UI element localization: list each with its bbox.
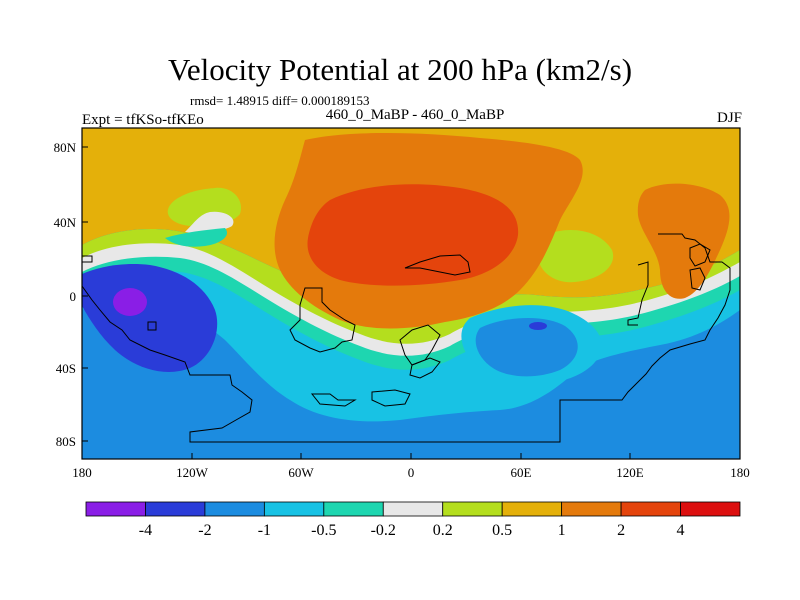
colorbar-swatch	[145, 502, 204, 516]
lon-tick-180w: 180	[72, 465, 92, 480]
colorbar-swatch	[86, 502, 145, 516]
field-red-orange	[307, 184, 518, 285]
contour-field	[82, 128, 740, 459]
colorbar-label: 0.5	[492, 522, 512, 539]
colorbar-swatch	[324, 502, 383, 516]
lat-tick-80n: 80N	[54, 140, 77, 155]
lon-tick-60w: 60W	[288, 465, 314, 480]
colorbar-label: 2	[617, 522, 625, 539]
colorbar-swatch	[205, 502, 264, 516]
colorbar-label: -0.5	[311, 522, 336, 539]
colorbar-swatch	[621, 502, 680, 516]
map-figure: 180 120W 60W 0 60E 120E 180 80N 40N 0 40…	[0, 0, 800, 600]
colorbar-swatch	[562, 502, 621, 516]
lon-tick-0: 0	[408, 465, 415, 480]
lon-tick-180e: 180	[730, 465, 750, 480]
colorbar-swatch	[681, 502, 740, 516]
lat-tick-0: 0	[70, 289, 77, 304]
colorbar: -4 -2 -1 -0.5 -0.2 0.2 0.5 1 2 4	[86, 502, 740, 539]
colorbar-label: -2	[198, 522, 211, 539]
colorbar-swatch	[502, 502, 561, 516]
lon-tick-120w: 120W	[176, 465, 209, 480]
colorbar-label: 4	[677, 522, 685, 539]
lat-tick-40n: 40N	[54, 215, 77, 230]
colorbar-label: 0.2	[433, 522, 453, 539]
field-deep-blue-patch	[529, 322, 547, 330]
colorbar-swatch	[264, 502, 323, 516]
colorbar-label: -1	[258, 522, 271, 539]
lat-tick-80s: 80S	[56, 434, 76, 449]
colorbar-label: -0.2	[371, 522, 396, 539]
lon-tick-120e: 120E	[616, 465, 644, 480]
colorbar-label: 1	[558, 522, 566, 539]
colorbar-swatch	[443, 502, 502, 516]
lon-tick-60e: 60E	[511, 465, 532, 480]
lat-tick-40s: 40S	[56, 361, 76, 376]
colorbar-swatch	[383, 502, 442, 516]
field-purple	[113, 288, 147, 316]
colorbar-label: -4	[139, 522, 152, 539]
